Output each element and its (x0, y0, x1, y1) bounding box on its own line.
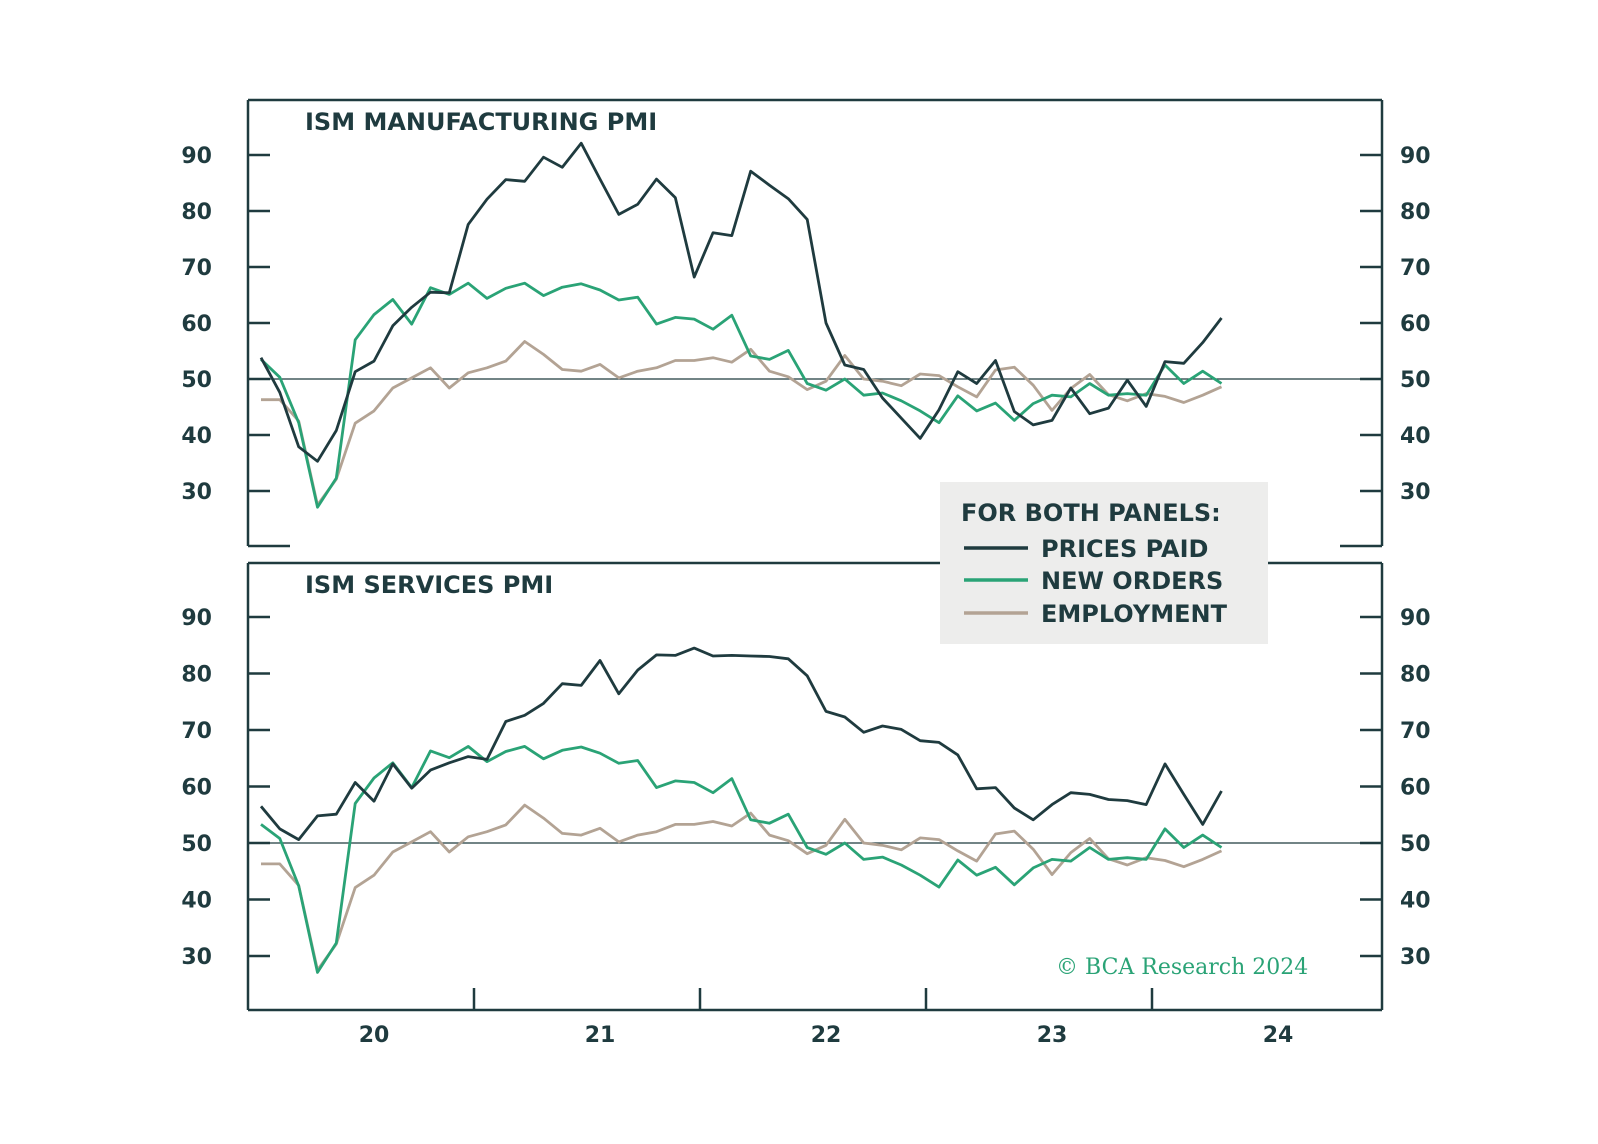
legend: FOR BOTH PANELS: PRICES PAID NEW ORDERS … (940, 482, 1268, 644)
y-tick-label-right: 90 (1400, 606, 1431, 631)
y-tick-label-left: 90 (181, 606, 212, 631)
x-tick-label: 24 (1263, 1023, 1294, 1048)
y-tick-label-left: 40 (181, 424, 212, 449)
y-tick-label-right: 80 (1400, 663, 1431, 688)
legend-background (940, 482, 1268, 644)
series-line-employment-panel-1 (261, 340, 1223, 507)
legend-label-new-orders: NEW ORDERS (1041, 567, 1223, 595)
y-tick-label-left: 50 (181, 368, 212, 393)
x-tick-label: 22 (811, 1023, 842, 1048)
y-tick-label-right: 60 (1400, 312, 1431, 337)
legend-label-employment: EMPLOYMENT (1041, 600, 1228, 628)
x-tick-label: 23 (1037, 1023, 1068, 1048)
y-tick-label-left: 30 (181, 480, 212, 505)
copyright-text: © BCA Research 2024 (1056, 955, 1308, 980)
y-tick-label-left: 80 (181, 200, 212, 225)
y-tick-label-right: 30 (1400, 945, 1431, 970)
series-lines (259, 141, 1223, 974)
y-tick-label-right: 60 (1400, 776, 1431, 801)
legend-title: FOR BOTH PANELS: (961, 499, 1221, 527)
panel-title-services: ISM SERVICES PMI (305, 571, 553, 599)
y-tick-label-left: 60 (181, 312, 212, 337)
y-tick-label-left: 80 (181, 663, 212, 688)
y-tick-label-right: 70 (1400, 256, 1431, 281)
y-tick-label-right: 40 (1400, 889, 1431, 914)
y-tick-label-right: 80 (1400, 200, 1431, 225)
y-tick-label-left: 60 (181, 776, 212, 801)
series-line-new-orders-panel-2 (260, 745, 1223, 974)
y-tick-label-left: 50 (181, 832, 212, 857)
series-line-prices-paid-panel-1 (259, 141, 1223, 463)
y-tick-label-right: 50 (1400, 368, 1431, 393)
y-tick-label-left: 70 (181, 719, 212, 744)
y-tick-label-right: 30 (1400, 480, 1431, 505)
y-tick-label-right: 90 (1400, 144, 1431, 169)
series-line-prices-paid-panel-2 (259, 646, 1223, 841)
panel-title-manufacturing: ISM MANUFACTURING PMI (305, 108, 657, 136)
y-tick-label-right: 40 (1400, 424, 1431, 449)
y-tick-label-right: 50 (1400, 832, 1431, 857)
axis-ticks: 30 30 40 40 50 50 60 60 70 70 80 80 90 90 30 30 40 40 50 50… (181, 144, 1430, 1048)
y-tick-label-left: 70 (181, 256, 212, 281)
series-line-employment-panel-2 (261, 803, 1223, 972)
x-tick-label: 21 (585, 1023, 616, 1048)
y-tick-label-left: 90 (181, 144, 212, 169)
legend-label-prices-paid: PRICES PAID (1041, 535, 1208, 563)
x-tick-label: 20 (359, 1023, 390, 1048)
y-tick-label-right: 70 (1400, 719, 1431, 744)
y-tick-label-left: 40 (181, 889, 212, 914)
y-tick-label-left: 30 (181, 945, 212, 970)
series-line-new-orders-panel-1 (260, 281, 1223, 509)
